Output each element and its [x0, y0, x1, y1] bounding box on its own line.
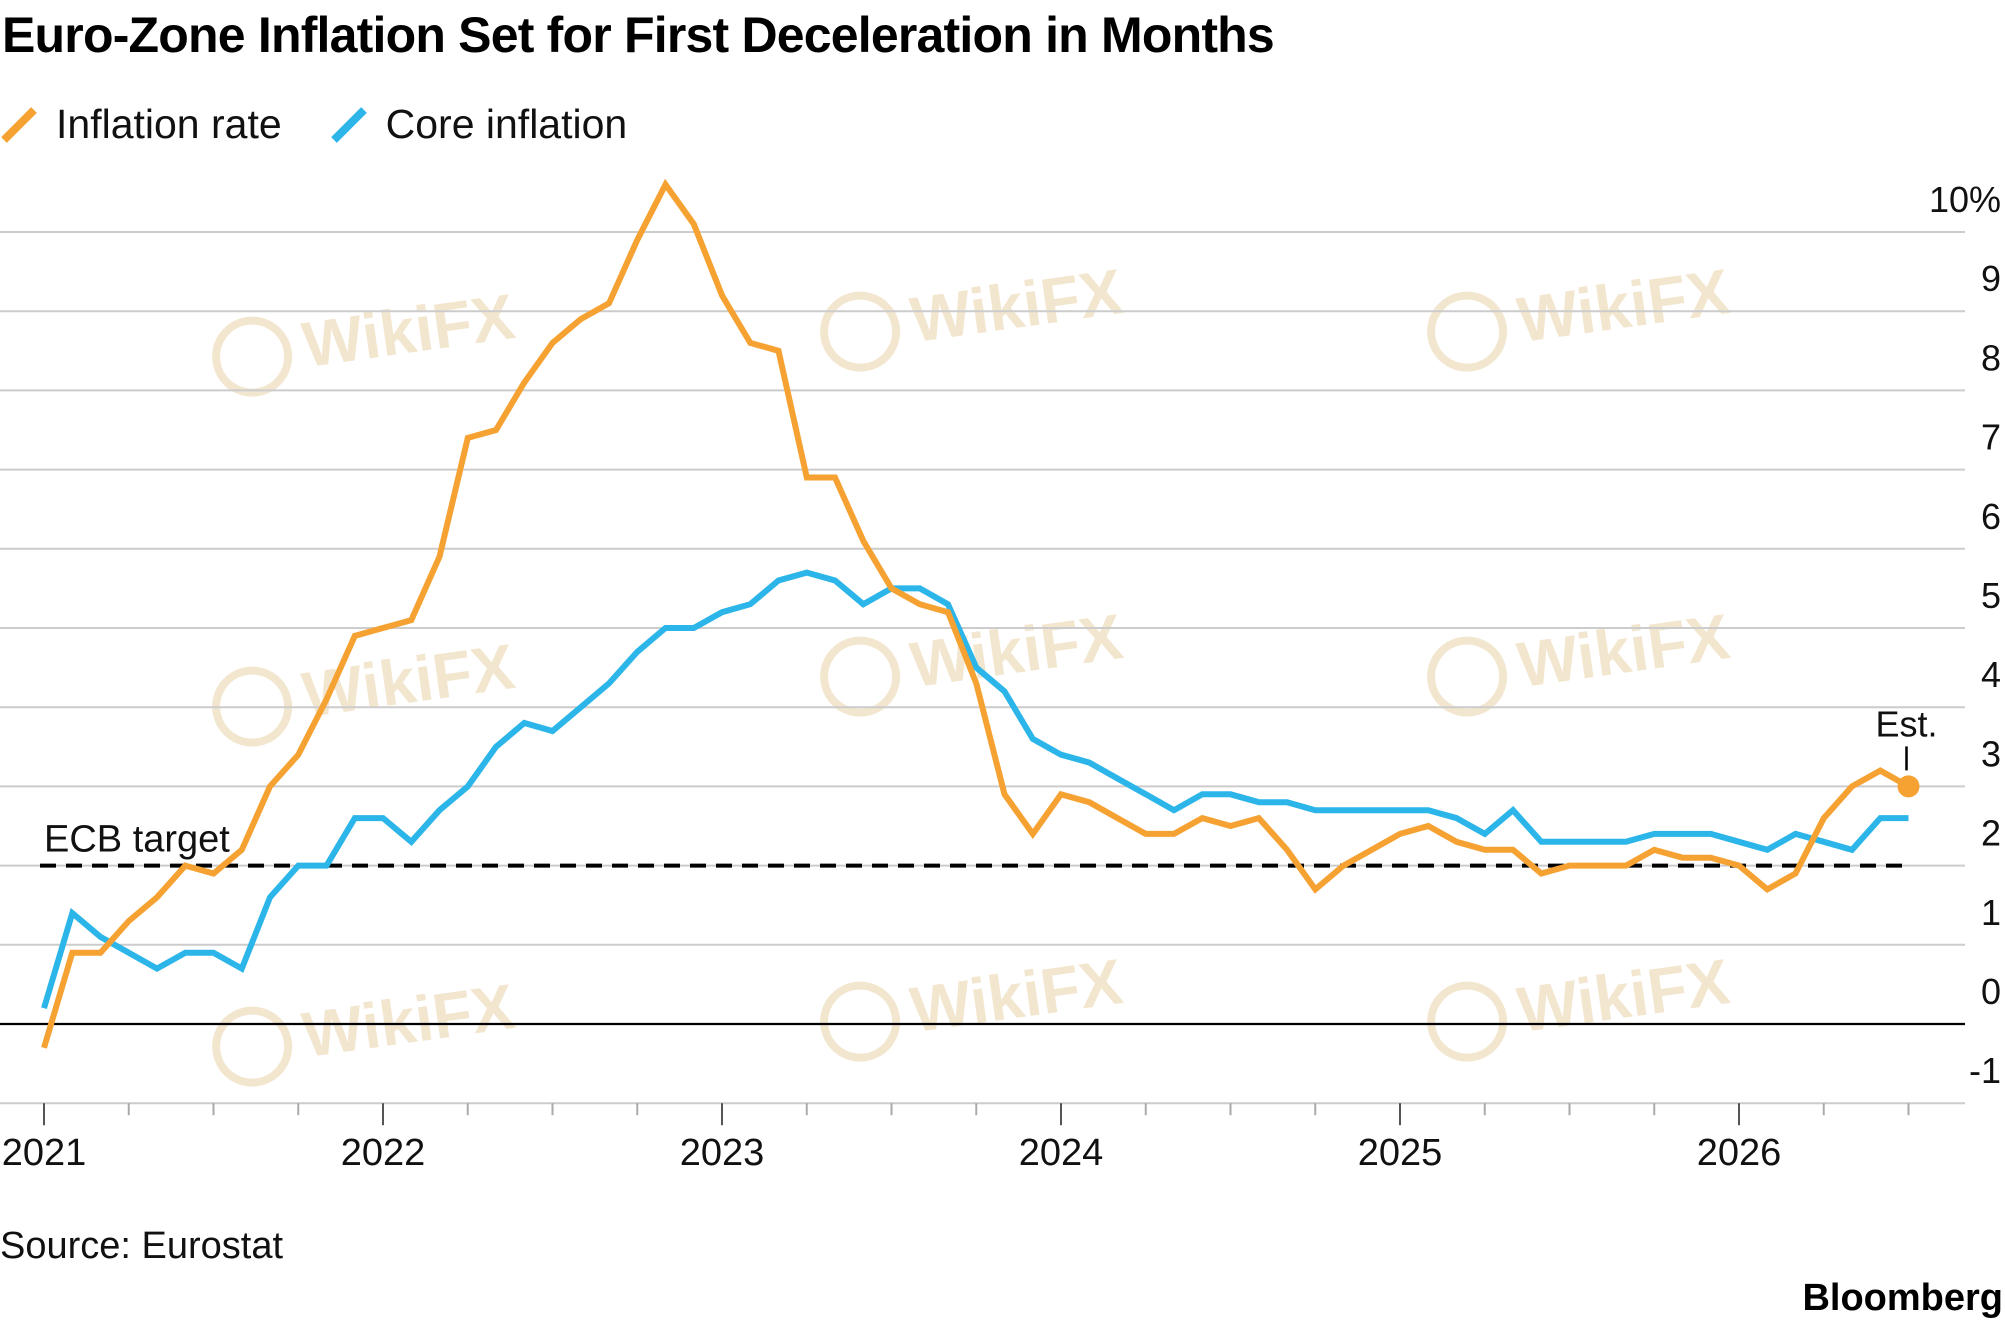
watermark: WikiFX: [1427, 255, 1734, 372]
legend-item-core: Core inflation: [330, 100, 628, 148]
watermark-logo-icon: [820, 981, 901, 1062]
watermark-text: WikiFX: [906, 945, 1127, 1046]
watermark: WikiFX: [212, 970, 519, 1087]
x-tick-label: 2024: [1019, 1132, 1104, 1174]
watermark-logo-icon: [212, 666, 293, 747]
source-note: Source: Eurostat: [0, 1225, 284, 1267]
watermark: WikiFX: [212, 280, 519, 397]
series-lines: [41, 178, 1910, 1049]
legend-label-inflation: Inflation rate: [56, 100, 282, 147]
line-chart: WikiFX WikiFX WikiFX WikiFX WikiFX WikiFX Wiki…: [0, 178, 2001, 1174]
ecb-target-label: ECB target: [44, 819, 230, 861]
legend-swatch-inflation: [1, 107, 37, 143]
watermark-logo-icon: [1427, 636, 1508, 717]
x-axis: 2021 2022 2023 2024 2025 2026: [2, 1103, 1910, 1174]
chart-title: Euro-Zone Inflation Set for First Decele…: [2, 7, 1275, 63]
watermark-text: WikiFX: [906, 600, 1127, 701]
y-tick-label: 1: [1981, 892, 2001, 933]
y-tick-label: 2: [1981, 813, 2001, 854]
watermark-text: WikiFX: [906, 255, 1127, 356]
x-tick-label: 2021: [2, 1132, 87, 1174]
estimate-label: Est.: [1875, 703, 1937, 744]
x-tick-label: 2022: [341, 1132, 426, 1174]
watermark-logo-icon: [1427, 981, 1508, 1062]
legend-item-inflation: Inflation rate: [0, 101, 282, 148]
watermark-text: WikiFX: [1513, 600, 1734, 701]
x-tick-label: 2026: [1697, 1132, 1782, 1174]
y-tick-label: 4: [1981, 654, 2001, 695]
x-tick-label: 2025: [1358, 1132, 1443, 1174]
watermark-text: WikiFX: [1513, 945, 1734, 1046]
y-tick-label: 9: [1981, 258, 2001, 299]
legend-swatch-core: [330, 107, 367, 143]
series-line-core: [41, 569, 1909, 1010]
estimate-annotation: Est.: [1875, 703, 1938, 798]
watermark-text: WikiFX: [298, 970, 519, 1071]
ecb-target-line: ECB target: [40, 819, 1906, 868]
watermark: WikiFX: [820, 945, 1127, 1062]
watermark-logo-icon: [1427, 291, 1508, 372]
y-tick-label: 5: [1981, 575, 2001, 616]
watermark-logo-icon: [820, 291, 901, 372]
y-tick-label: 8: [1981, 337, 2001, 378]
y-tick-label: 7: [1981, 417, 2001, 458]
y-axis-tick-labels: 10% 9 8 7 6 5 4 3 2 1 0 -1: [1929, 179, 2001, 1091]
y-tick-label: 0: [1981, 971, 2001, 1012]
watermark: WikiFX: [1427, 600, 1734, 717]
watermark: WikiFX: [1427, 945, 1734, 1062]
gridlines: [0, 231, 1965, 1105]
watermark-logo-icon: [212, 1006, 293, 1087]
series-line-inflation: [41, 178, 1910, 1049]
y-tick-label: -1: [1969, 1050, 2001, 1091]
legend-label-core: Core inflation: [385, 100, 628, 147]
legend: Inflation rate Core inflation: [0, 96, 675, 152]
estimate-point: [1897, 775, 1920, 798]
y-tick-label: 10%: [1929, 179, 2001, 220]
watermark-text: WikiFX: [298, 280, 519, 381]
y-tick-label: 3: [1981, 733, 2001, 774]
watermark: WikiFX: [820, 255, 1127, 372]
watermark-text: WikiFX: [298, 630, 519, 731]
bloomberg-logo: Bloomberg: [1802, 1277, 2003, 1319]
x-tick-label: 2023: [680, 1132, 765, 1174]
watermark-logo-icon: [820, 636, 901, 717]
y-tick-label: 6: [1981, 496, 2001, 537]
watermark-logo-icon: [212, 316, 293, 397]
watermark: WikiFX: [212, 630, 519, 747]
watermark-text: WikiFX: [1513, 255, 1734, 356]
